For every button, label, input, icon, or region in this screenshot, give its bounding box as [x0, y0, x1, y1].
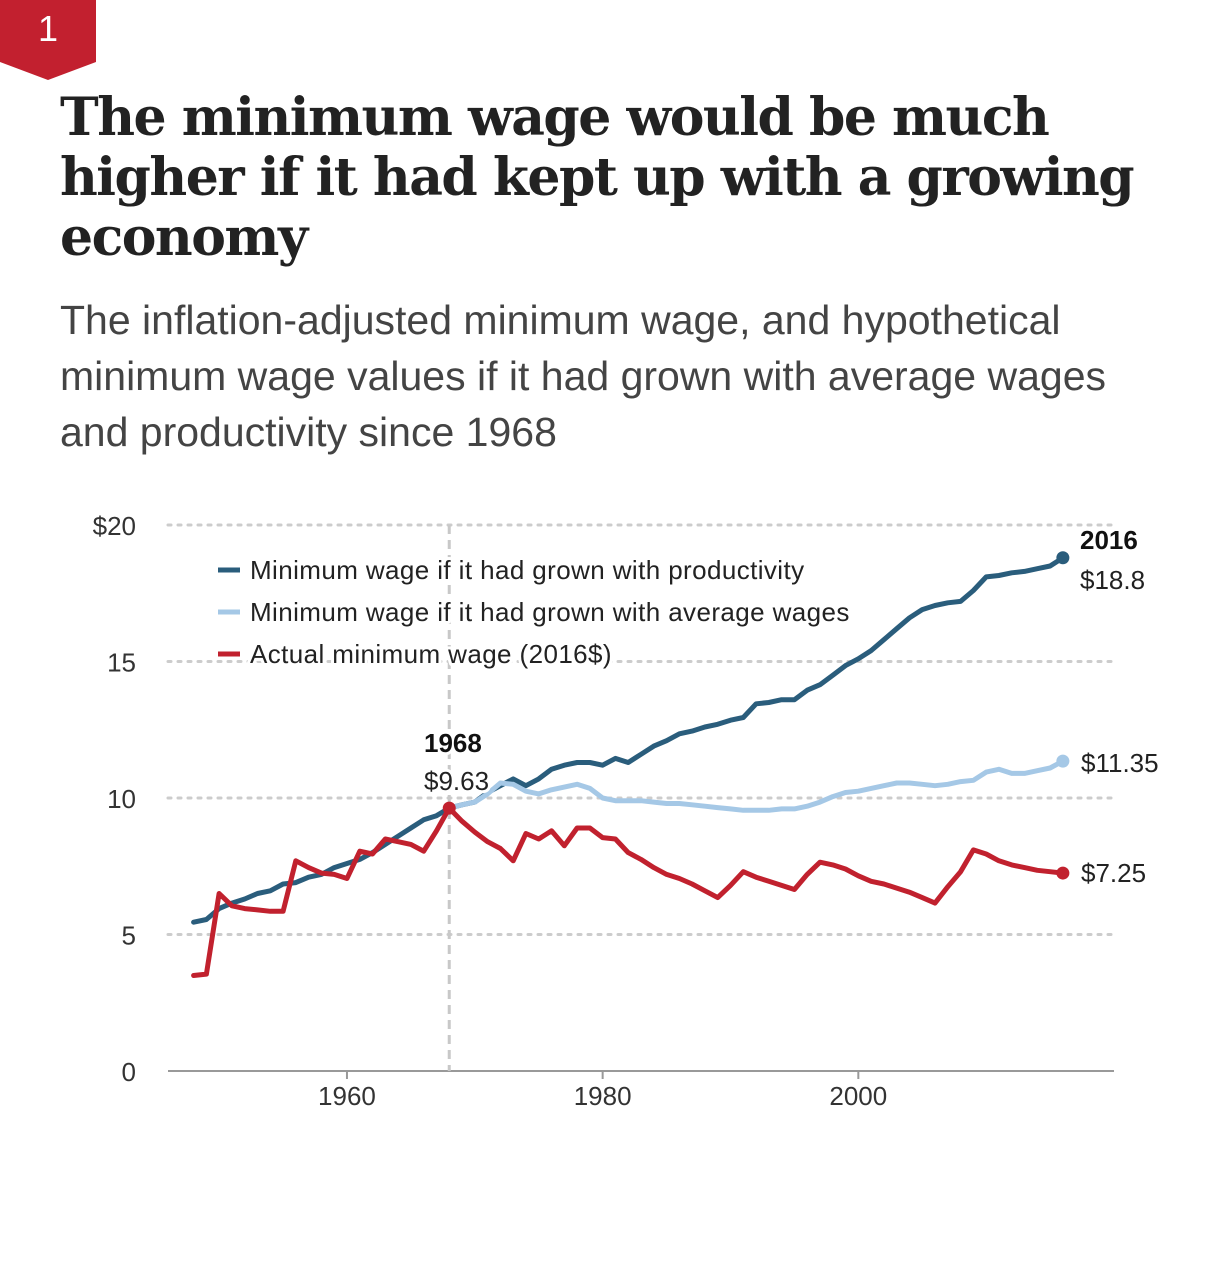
annotation-2016-productivity: $18.8 — [1080, 565, 1145, 595]
chart-title: The minimum wage would be much higher if… — [60, 87, 1135, 268]
legend-label-average-wages: Minimum wage if it had grown with averag… — [250, 597, 850, 627]
x-tick-label-2000: 2000 — [829, 1081, 887, 1111]
legend-label-actual: Actual minimum wage (2016$) — [250, 639, 612, 669]
series-line-average-wages — [446, 758, 1066, 813]
x-axis: 1960 1980 2000 — [168, 1070, 1114, 1111]
annotation-2016-average-wages: $11.35 — [1081, 748, 1159, 778]
badge-number: 1 — [37, 8, 59, 49]
y-tick-label-0: 0 — [122, 1057, 136, 1087]
end-point-actual — [1056, 866, 1070, 880]
badge-shape — [0, 0, 96, 80]
end-point-average-wages — [1056, 754, 1070, 768]
y-tick-label-5: 5 — [122, 921, 136, 951]
y-axis-ticks: 0 5 10 15 $20 — [93, 511, 136, 1087]
x-tick-label-1980: 1980 — [574, 1081, 632, 1111]
point-1968 — [442, 801, 456, 815]
y-tick-label-10: 10 — [107, 784, 136, 814]
legend-label-productivity: Minimum wage if it had grown with produc… — [250, 555, 805, 585]
section-badge — [0, 0, 96, 80]
gridlines — [166, 523, 1116, 936]
annotation-2016-year: 2016 — [1080, 525, 1138, 555]
legend: Minimum wage if it had grown with produc… — [218, 552, 852, 672]
series-line-productivity — [191, 555, 1066, 925]
y-tick-label-15: 15 — [107, 648, 136, 678]
annotation-1968-value: $9.63 — [424, 766, 489, 796]
annotation-1968-year: 1968 — [424, 728, 482, 758]
annotation-2016-actual: $7.25 — [1081, 858, 1146, 888]
chart-subtitle: The inflation-adjusted minimum wage, and… — [60, 297, 1107, 455]
end-point-productivity — [1056, 551, 1070, 565]
annotations: 1968 $9.63 2016 $18.8 $11.35 $7.25 — [421, 522, 1162, 891]
series-line-actual — [191, 805, 1066, 978]
y-tick-label-20: $20 — [93, 511, 136, 541]
x-tick-label-1960: 1960 — [318, 1081, 376, 1111]
series-lines — [191, 551, 1070, 978]
